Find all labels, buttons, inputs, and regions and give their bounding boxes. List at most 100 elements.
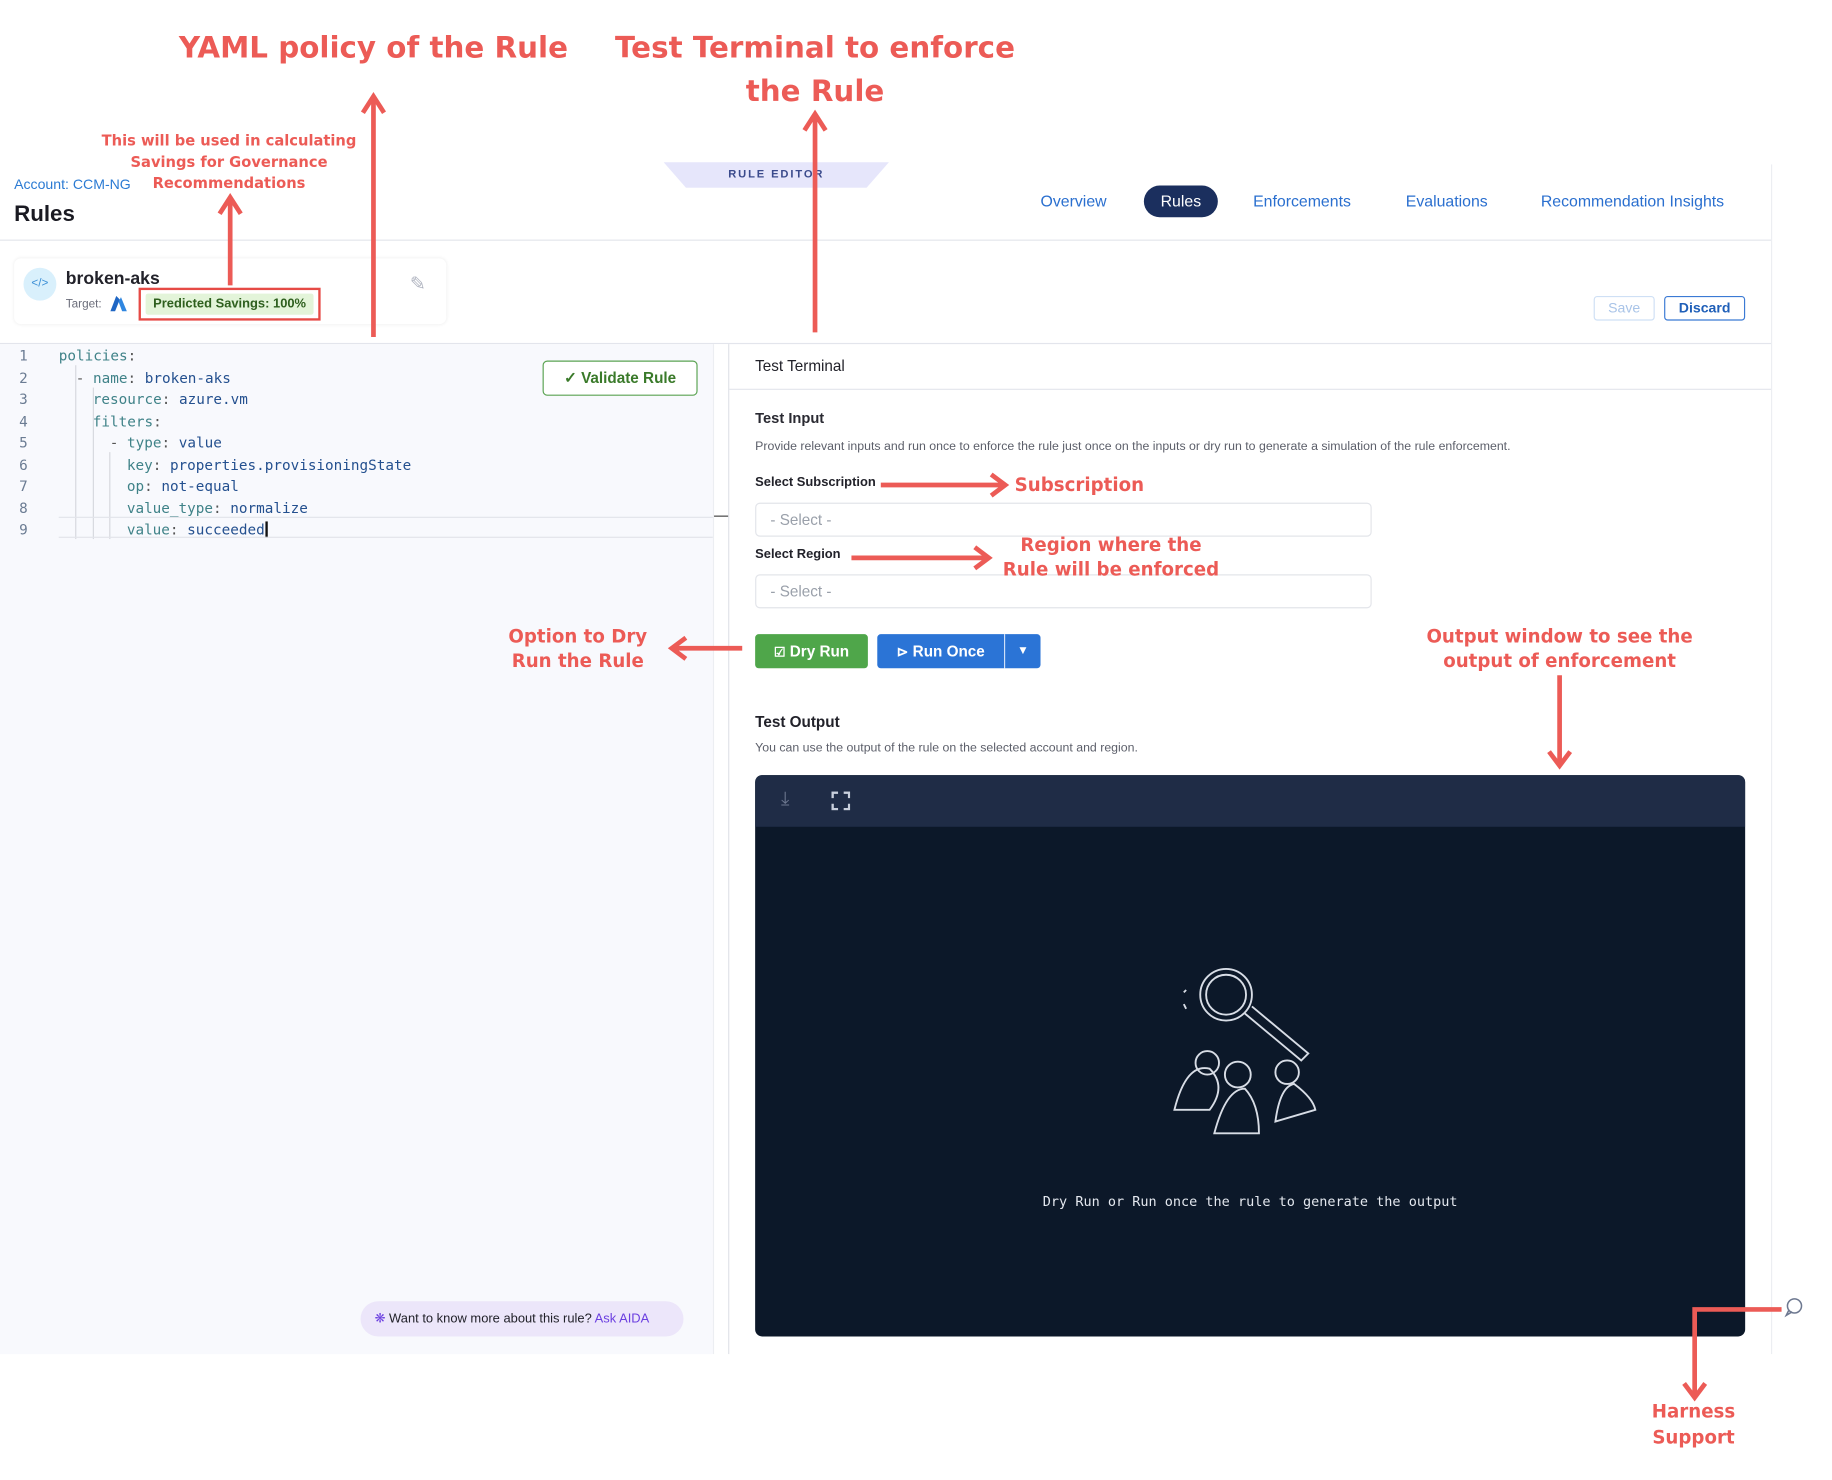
run-once-dropdown[interactable]: ▼: [1004, 634, 1041, 669]
toolbar-divider: [0, 342, 1771, 345]
annotation-dry-2: Run the Rule: [511, 650, 644, 672]
tab-recommendation-insights[interactable]: Recommendation Insights: [1540, 192, 1725, 211]
colon: :: [127, 369, 145, 386]
code-line[interactable]: 8 value_type: normalize: [0, 497, 713, 518]
region-label: Select Region: [755, 547, 841, 562]
rule-name: broken-aks: [65, 268, 160, 289]
support-chat-icon[interactable]: [1783, 1297, 1804, 1318]
line-number: 4: [19, 412, 28, 430]
yaml-key: type: [127, 434, 162, 451]
code-line[interactable]: 1 policies:: [0, 345, 713, 366]
line-number: 1: [19, 347, 28, 365]
code-line[interactable]: 4 filters:: [0, 410, 713, 431]
rule-editor-ribbon: [663, 162, 890, 188]
annotation-output-2: output of enforcement: [1443, 650, 1676, 672]
code-text: filters:: [93, 410, 171, 431]
line-number: 9: [19, 521, 28, 538]
aida-sparkle-icon: ❋: [374, 1311, 386, 1326]
download-icon[interactable]: ⤓: [780, 789, 790, 810]
test-input-description: Provide relevant inputs and run once to …: [755, 439, 1511, 454]
edit-pencil-icon[interactable]: ✎: [409, 274, 426, 295]
code-line[interactable]: 3 resource: azure.vm: [0, 389, 713, 410]
validate-rule-label: Validate Rule: [581, 368, 677, 387]
target-label: Target:: [65, 298, 102, 312]
search-illustration: [1173, 967, 1317, 1135]
code-text: resource: azure.vm: [93, 389, 248, 410]
annotation-support-1: Harness: [1651, 1401, 1736, 1423]
terminal-header-divider: [729, 388, 1771, 390]
tab-overview[interactable]: Overview: [1040, 192, 1107, 211]
run-once-button[interactable]: ⊳ Run Once: [877, 634, 1005, 669]
tab-rules-label: Rules: [1160, 192, 1202, 211]
yaml-value: azure.vm: [178, 391, 248, 408]
output-empty-message: Dry Run or Run once the rule to generate…: [1042, 1193, 1458, 1210]
region-select[interactable]: - Select -: [755, 574, 1372, 609]
yaml-key: key: [126, 456, 153, 473]
subscription-select[interactable]: - Select -: [755, 502, 1372, 537]
code-text: value: succeeded: [126, 519, 269, 540]
annotation-support-2: Support: [1652, 1426, 1735, 1449]
tab-evaluations[interactable]: Evaluations: [1405, 192, 1488, 211]
aida-prompt[interactable]: ❋ Want to know more about this rule? Ask…: [360, 1301, 684, 1337]
yaml-editor[interactable]: 1 policies: 2 - name: broken-aks 3 resource:…: [0, 344, 729, 1355]
line-number: 3: [19, 391, 28, 408]
yaml-key: policies: [58, 347, 128, 365]
discard-button[interactable]: Discard: [1664, 295, 1746, 321]
code-line[interactable]: 9 value: succeeded: [0, 519, 713, 540]
line-number: 5: [19, 434, 28, 451]
yaml-key: value: [126, 521, 170, 538]
dry-run-label: Dry Run: [789, 642, 850, 661]
header-divider: [0, 239, 1771, 241]
yaml-value: broken-aks: [144, 369, 231, 386]
tab-enforcements[interactable]: Enforcements: [1253, 192, 1351, 211]
tab-rules[interactable]: [1143, 185, 1218, 218]
editor-scrollbar[interactable]: [712, 344, 730, 1355]
code-line[interactable]: 7 op: not-equal: [0, 476, 713, 497]
yaml-key: resource: [92, 391, 162, 408]
azure-icon: [110, 295, 127, 312]
page-title: Rules: [14, 201, 75, 227]
check-icon: ✓: [564, 368, 577, 387]
indent-guide: [92, 387, 94, 540]
output-toolbar: [755, 775, 1746, 827]
aida-prompt-text: Want to know more about this rule?: [389, 1311, 592, 1326]
account-label[interactable]: Account: CCM-NG: [14, 176, 131, 193]
code-line[interactable]: 2 - name: broken-aks: [0, 367, 713, 388]
code-line[interactable]: 6 key: properties.provisioningState: [0, 454, 713, 475]
save-button[interactable]: Save: [1593, 295, 1655, 321]
line-number: 7: [19, 477, 28, 495]
code-text: op: not-equal: [127, 476, 239, 497]
annotation-subscription: Subscription: [1014, 474, 1145, 496]
rule-code-icon: </>: [23, 267, 57, 301]
annotation-savings-1: This will be used in calculating: [101, 131, 357, 150]
annotation-region-2: Rule will be enforced: [1002, 559, 1220, 581]
indent-guide: [75, 365, 77, 540]
scrollbar-marker: [714, 515, 729, 517]
test-output-heading: Test Output: [755, 712, 840, 731]
code-line[interactable]: 5 - type: value: [0, 432, 713, 453]
ask-aida-link[interactable]: Ask AIDA: [594, 1311, 650, 1326]
annotation-savings-2: Savings for Governance: [130, 152, 328, 171]
clipboard-check-icon: ☑: [773, 645, 786, 661]
colon: :: [152, 456, 170, 473]
code-text: key: properties.provisioningState: [127, 454, 411, 475]
test-output-description: You can use the output of the rule on th…: [755, 741, 1138, 756]
code-text: policies:: [59, 345, 145, 366]
annotation-region-1: Region where the: [1020, 534, 1202, 556]
list-dash: -: [75, 369, 93, 386]
test-terminal-title: Test Terminal: [755, 357, 845, 375]
yaml-value: value: [178, 434, 222, 451]
colon: :: [169, 521, 188, 538]
indent-guide: [109, 452, 111, 540]
line-number: 6: [19, 456, 28, 473]
predicted-savings-highlight: [138, 287, 321, 321]
line-number: 8: [19, 499, 28, 517]
list-dash: -: [109, 434, 128, 451]
current-line-highlight: [58, 516, 729, 538]
yaml-key: name: [92, 369, 128, 386]
dry-run-button[interactable]: ☑ Dry Run: [755, 634, 868, 669]
validate-rule-button[interactable]: ✓ Validate Rule: [542, 360, 698, 396]
colon: :: [161, 434, 179, 451]
code-text: - type: value: [110, 432, 222, 453]
